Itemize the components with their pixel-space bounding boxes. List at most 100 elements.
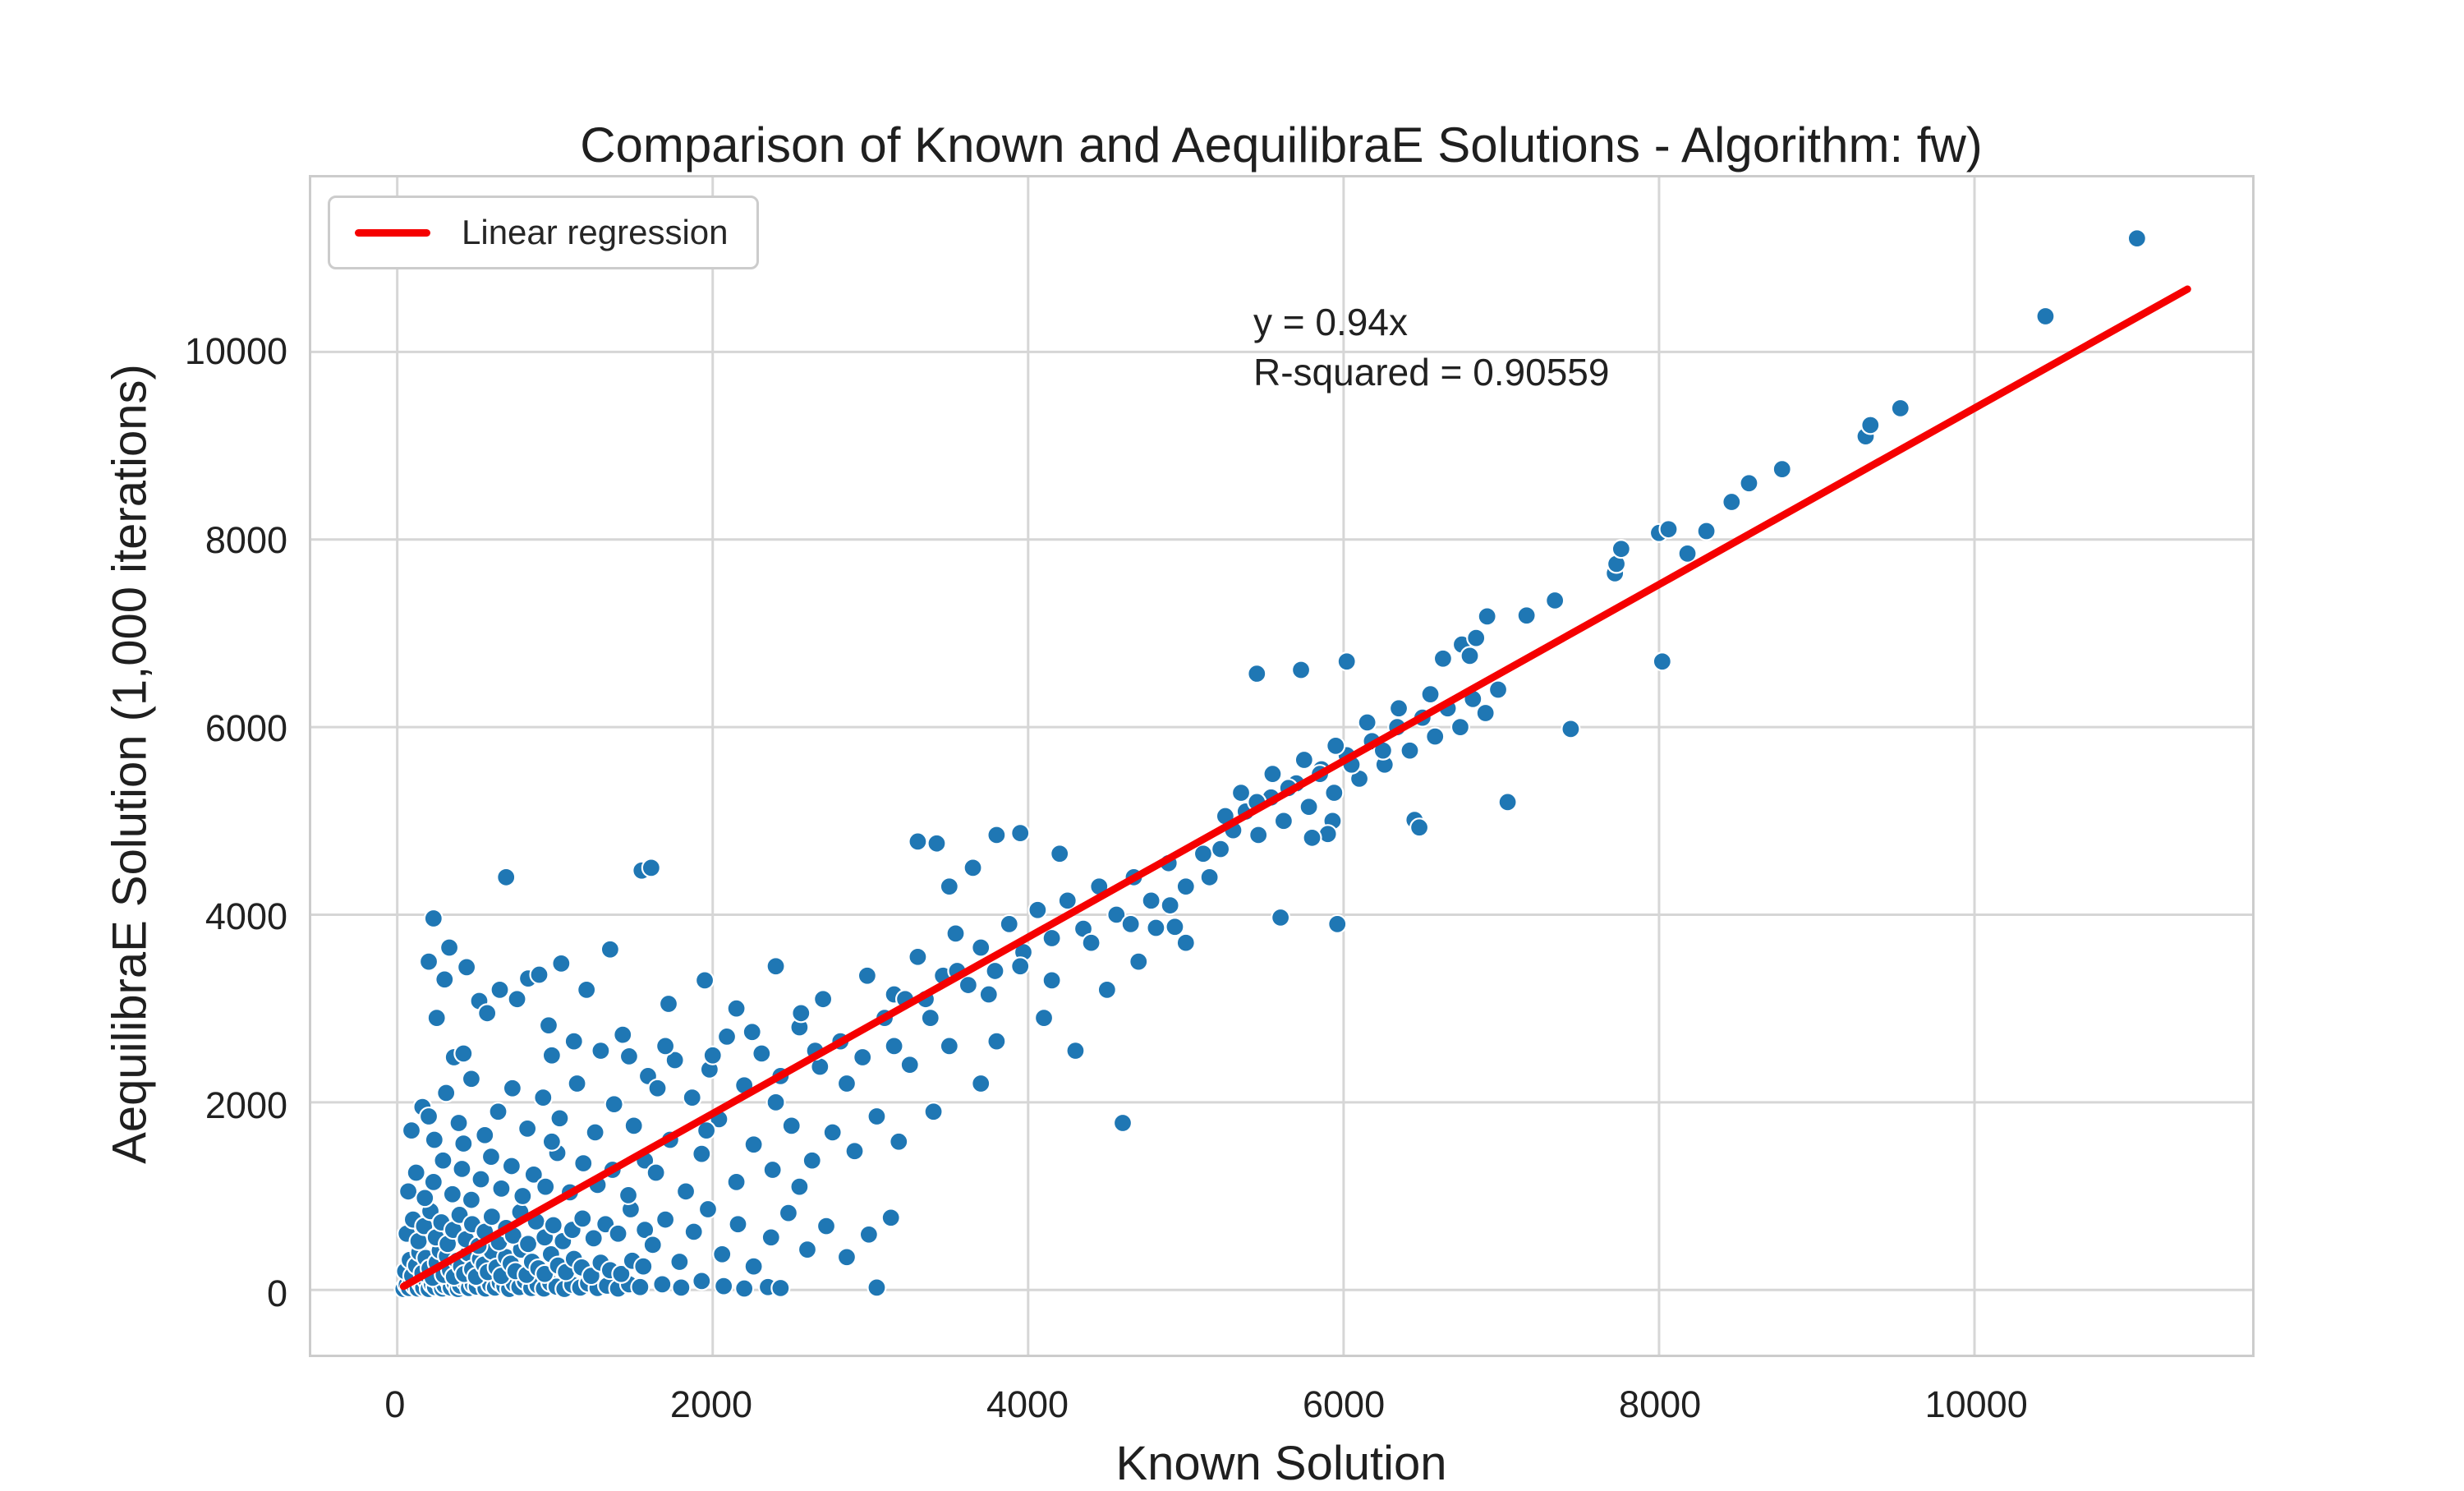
scatter-point (641, 858, 661, 878)
scatter-point (836, 1073, 857, 1094)
scatter-point (978, 984, 999, 1005)
scatter-point (1033, 1008, 1055, 1029)
scatter-point (986, 825, 1007, 845)
scatter-point (867, 1106, 887, 1127)
scatter-point (630, 1277, 650, 1297)
scatter-point (1175, 877, 1196, 897)
scatter-point (822, 1122, 843, 1143)
scatter-point (1477, 606, 1497, 627)
scatter-point (1658, 519, 1679, 540)
scatter-point (611, 1263, 632, 1284)
scatter-point (418, 951, 439, 972)
scatter-point (765, 956, 786, 977)
scatter-point (424, 1130, 444, 1150)
scatter-point (401, 1121, 422, 1141)
scatter-point (1466, 628, 1487, 648)
scatter-point (1065, 1040, 1086, 1061)
scatter-point (985, 960, 1005, 982)
scatter-point (647, 1078, 668, 1098)
scatter-point (1160, 895, 1180, 916)
scatter-point (669, 1251, 690, 1272)
scatter-point (523, 1164, 544, 1185)
scatter-point (573, 1153, 594, 1174)
scatter-point (567, 1073, 587, 1094)
y-tick-label: 4000 (205, 895, 287, 938)
scatter-point (517, 1118, 538, 1139)
scatter-point (398, 1181, 419, 1202)
scatter-point (1112, 1112, 1133, 1134)
scatter-point (549, 1108, 570, 1129)
scatter-point (1652, 651, 1672, 672)
scatter-point (1302, 827, 1322, 848)
scatter-point (889, 1131, 909, 1152)
scatter-point (1262, 764, 1283, 785)
scatter-point (488, 1102, 508, 1122)
scatter-point (714, 1276, 734, 1296)
scatter-point (1696, 521, 1717, 541)
scatter-point (1677, 543, 1698, 564)
scatter-point (480, 1147, 502, 1167)
scatter-point (1497, 792, 1518, 812)
scatter-point (551, 953, 572, 973)
scatter-point (1432, 648, 1453, 669)
scatter-point (448, 1112, 469, 1134)
scatter-point (726, 1171, 747, 1192)
plot-area: Linear regression y = 0.94x R-squared = … (309, 175, 2255, 1357)
scatter-point (1327, 913, 1348, 934)
scatter-point (1247, 664, 1267, 684)
scatter-point (1193, 844, 1214, 864)
scatter-point (426, 1008, 447, 1029)
x-tick-label: 8000 (1619, 1383, 1702, 1425)
scatter-point (572, 1208, 593, 1229)
scatter-point (434, 969, 455, 990)
scatter-point (501, 1156, 522, 1176)
scatter-point (1129, 951, 1149, 972)
scatter-point (802, 1150, 822, 1171)
scatter-point (695, 970, 715, 991)
scatter-point (541, 1045, 562, 1065)
scatter-point (770, 1277, 791, 1298)
scatter-point (761, 1227, 781, 1248)
regression-line-path (399, 285, 2191, 1291)
scatter-point (999, 913, 1019, 934)
scatter-point (1450, 717, 1471, 738)
scatter-point (880, 1208, 901, 1228)
scatter-point (1326, 735, 1346, 756)
scatter-point (439, 937, 460, 958)
scatter-point (543, 1215, 563, 1236)
scatter-point (734, 1278, 755, 1299)
scatter-point (908, 831, 928, 852)
scatter-point (442, 1184, 462, 1204)
scatter-point (563, 1031, 584, 1052)
scatter-point (1890, 398, 1910, 418)
scatter-point (1010, 956, 1031, 977)
scatter-point (1516, 605, 1537, 626)
scatter-point (533, 1088, 554, 1108)
scatter-point (655, 1036, 676, 1056)
scatter-point (1860, 415, 1881, 435)
scatter-point (797, 1240, 818, 1260)
scatter-point (844, 1141, 865, 1162)
scatter-point (1425, 726, 1446, 747)
scatter-point (1081, 932, 1101, 953)
scatter-point (2035, 306, 2056, 327)
scatter-point (1106, 904, 1127, 925)
scatter-point (1409, 817, 1430, 838)
scatter-point (743, 1256, 764, 1277)
scatter-point (608, 1223, 628, 1244)
scatter-point (1141, 890, 1161, 911)
scatter-point (1772, 459, 1792, 480)
scatter-point (671, 1277, 692, 1298)
scatter-point (613, 1024, 633, 1045)
scatter-point (1294, 749, 1314, 771)
x-axis-label: Known Solution (1115, 1437, 1447, 1490)
scatter-point (433, 1150, 453, 1171)
scatter-point (452, 1158, 472, 1179)
scatter-point (1271, 907, 1291, 927)
scatter-point (986, 1031, 1007, 1052)
scatter-point (884, 1036, 904, 1056)
scatter-point (1057, 890, 1078, 911)
x-tick-label: 6000 (1303, 1383, 1386, 1425)
scatter-point (939, 1036, 959, 1056)
